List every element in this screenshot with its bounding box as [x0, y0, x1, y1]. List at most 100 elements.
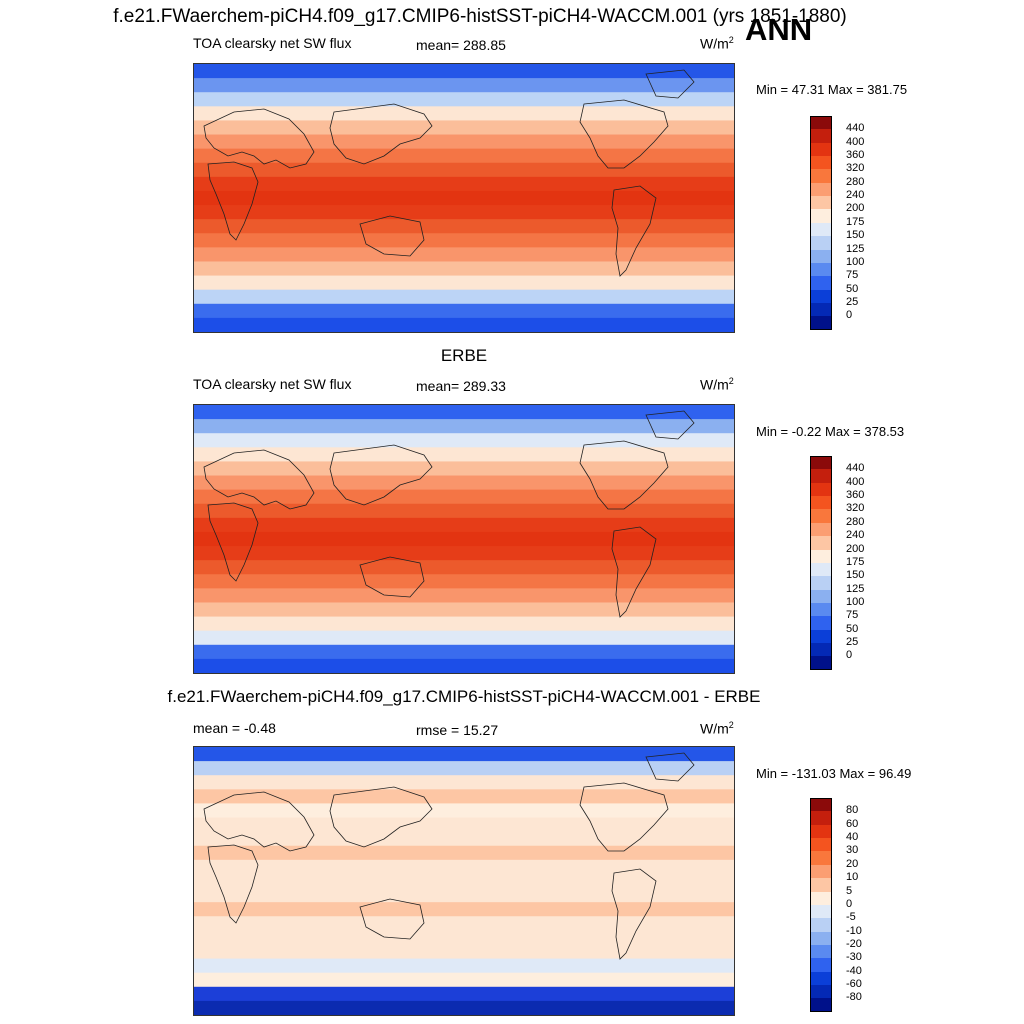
latitude-band	[194, 873, 734, 889]
colorbar-label: 0	[846, 309, 853, 322]
colorbar-swatch	[810, 851, 832, 866]
min-max-label: Min = -0.22 Max = 378.53	[756, 424, 905, 439]
latitude-band	[194, 560, 734, 575]
coastline	[645, 752, 695, 782]
colorbar-swatch	[810, 289, 832, 304]
latitude-band	[194, 574, 734, 589]
colorbar-label: -20	[846, 937, 862, 950]
latitude-band	[194, 205, 734, 220]
latitude-band	[194, 916, 734, 931]
colorbar-swatch	[810, 116, 832, 130]
variable-label: TOA clearsky net SW flux	[193, 376, 352, 392]
colorbar-label: 25	[846, 295, 859, 308]
units-superscript: 2	[728, 35, 734, 45]
latitude-band	[194, 447, 734, 463]
coastline	[611, 526, 657, 618]
coastline	[207, 161, 259, 241]
latitude-band	[194, 120, 734, 136]
latitude-band	[194, 972, 734, 988]
latitude-band	[194, 419, 734, 434]
colorbar-swatch	[810, 798, 832, 812]
coastline	[207, 502, 259, 582]
latitude-band	[194, 475, 734, 491]
units-label: W/m2	[700, 35, 734, 52]
colorbar-label: 0	[846, 897, 853, 910]
latitude-band	[194, 148, 734, 164]
latitude-band	[194, 958, 734, 974]
colorbar-swatch	[810, 469, 832, 484]
colorbar-swatch	[810, 522, 832, 537]
latitude-band	[194, 275, 734, 291]
latitude-band	[194, 630, 734, 646]
colorbar-label: 75	[846, 609, 859, 622]
colorbar-swatch	[810, 549, 832, 564]
colorbar-swatch	[810, 196, 832, 210]
colorbar-swatch	[810, 562, 832, 577]
latitude-band	[194, 588, 734, 604]
latitude-band	[194, 644, 734, 660]
colorbar-swatch	[810, 316, 832, 331]
latitude-band	[194, 433, 734, 448]
latitude-band	[194, 902, 734, 917]
coastline	[579, 440, 669, 510]
contour-map	[193, 746, 735, 1016]
min-max-label: Min = 47.31 Max = 381.75	[756, 82, 908, 97]
season-label: ANN	[745, 12, 813, 47]
coastline	[203, 791, 315, 852]
colorbar-label: 440	[846, 122, 865, 135]
latitude-band	[194, 162, 734, 178]
colorbar-label: 25	[846, 635, 859, 648]
colorbar-label: 20	[846, 857, 859, 870]
colorbar-label: -40	[846, 964, 862, 977]
colorbar-swatch	[810, 984, 832, 999]
colorbar-label: 200	[846, 542, 865, 555]
colorbar-swatch	[810, 129, 832, 144]
colorbar-swatch	[810, 169, 832, 184]
latitude-band	[194, 176, 734, 192]
latitude-band	[194, 930, 734, 946]
coastline	[645, 410, 695, 440]
units-superscript: 2	[728, 720, 734, 730]
latitude-band	[194, 761, 734, 776]
colorbar-label: 50	[846, 282, 859, 295]
colorbar-swatch	[810, 904, 832, 919]
coastline	[203, 108, 315, 169]
colorbar-swatch	[810, 838, 832, 852]
colorbar-swatch	[810, 302, 832, 317]
coastline	[645, 69, 695, 99]
coastline	[359, 556, 425, 598]
colorbar-swatch	[810, 878, 832, 892]
colorbar-label: 125	[846, 582, 865, 595]
colorbar-label: 400	[846, 135, 865, 148]
colorbar-label: 40	[846, 831, 859, 843]
panel-title: f.e21.FWaerchem-piCH4.f09_g17.CMIP6-hist…	[167, 687, 761, 706]
colorbar-frame	[810, 456, 832, 670]
latitude-band	[194, 219, 734, 234]
colorbar-swatch	[810, 958, 832, 972]
colorbar-label: 150	[846, 569, 865, 582]
colorbar-label: 400	[846, 475, 865, 488]
colorbar-label: 320	[846, 162, 865, 175]
latitude-band	[194, 817, 734, 833]
latitude-band	[194, 616, 734, 632]
colorbar-swatch	[810, 998, 832, 1013]
colorbar-label: 150	[846, 229, 865, 242]
latitude-band	[194, 317, 734, 332]
latitude-band	[194, 803, 734, 819]
colorbar-label: 0	[846, 649, 853, 662]
latitude-band	[194, 303, 734, 319]
colorbar-label: 200	[846, 202, 865, 215]
colorbar-swatch	[810, 482, 832, 497]
latitude-band	[194, 845, 734, 861]
latitude-band	[194, 78, 734, 93]
colorbar-swatch	[810, 249, 832, 264]
colorbar-swatch	[810, 891, 832, 906]
variable-label: mean = -0.48	[193, 720, 276, 736]
colorbar-frame	[810, 798, 832, 1012]
coastline	[579, 99, 669, 169]
latitude-band	[194, 944, 734, 960]
units-text: W/m	[700, 720, 729, 737]
latitude-band	[194, 531, 734, 547]
colorbar-label: -80	[846, 991, 862, 1004]
coastline	[329, 103, 433, 165]
